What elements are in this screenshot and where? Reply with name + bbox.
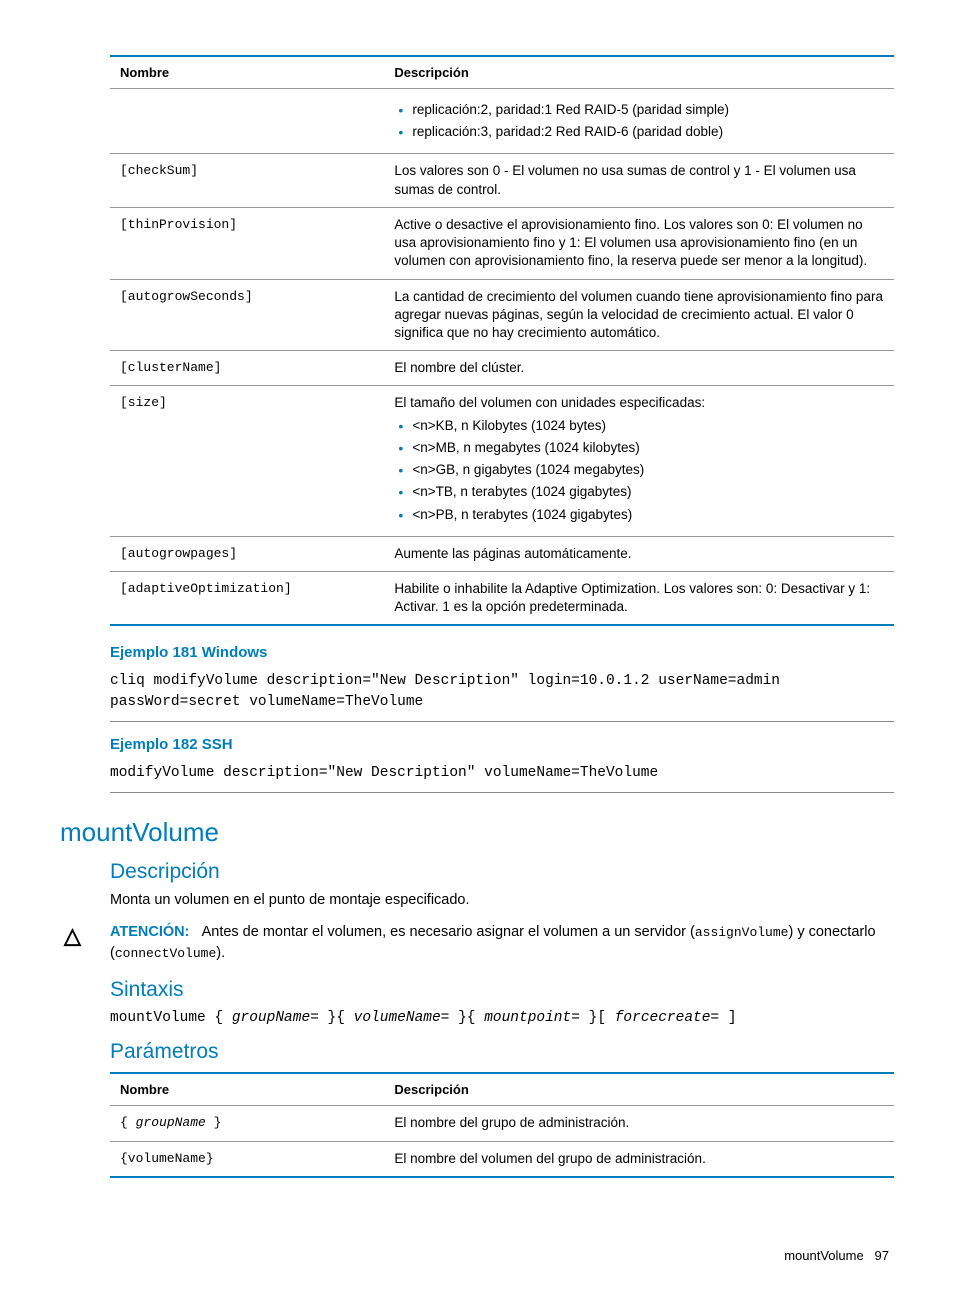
list-item: replicación:3, paridad:2 Red RAID-6 (par… bbox=[412, 123, 884, 141]
list-item: <n>MB, n megabytes (1024 kilobytes) bbox=[412, 439, 884, 457]
footer-page: 97 bbox=[875, 1248, 889, 1263]
parametros-heading: Parámetros bbox=[110, 1040, 894, 1064]
parameters-table-1: Nombre Descripción replicación:2, parida… bbox=[110, 55, 894, 626]
parameters-table-2: Nombre Descripción { groupName }El nombr… bbox=[110, 1072, 894, 1177]
table-row: [thinProvision]Active o desactive el apr… bbox=[110, 207, 894, 279]
param-desc: La cantidad de crecimiento del volumen c… bbox=[384, 279, 894, 351]
table-row: [autogrowSeconds]La cantidad de crecimie… bbox=[110, 279, 894, 351]
example-181-code: cliq modifyVolume description="New Descr… bbox=[110, 667, 894, 722]
param-desc: Active o desactive el aprovisionamiento … bbox=[384, 207, 894, 279]
list-item: <n>KB, n Kilobytes (1024 bytes) bbox=[412, 417, 884, 435]
param-desc: El nombre del clúster. bbox=[384, 351, 894, 386]
param-name: [clusterName] bbox=[110, 351, 384, 386]
table-row: { groupName }El nombre del grupo de admi… bbox=[110, 1106, 894, 1141]
table-row: {volumeName}El nombre del volumen del gr… bbox=[110, 1141, 894, 1177]
param-name: [autogrowSeconds] bbox=[110, 279, 384, 351]
table-row: replicación:2, paridad:1 Red RAID-5 (par… bbox=[110, 89, 894, 154]
table-row: [clusterName]El nombre del clúster. bbox=[110, 351, 894, 386]
param-name: [thinProvision] bbox=[110, 207, 384, 279]
param-desc: replicación:2, paridad:1 Red RAID-5 (par… bbox=[384, 89, 894, 154]
table2-header-name: Nombre bbox=[110, 1073, 384, 1106]
table-row: [autogrowpages]Aumente las páginas autom… bbox=[110, 536, 894, 571]
descripcion-text: Monta un volumen en el punto de montaje … bbox=[110, 892, 894, 908]
syntax-line: mountVolume { groupName= }{ volumeName= … bbox=[110, 1010, 894, 1026]
example-181-title: Ejemplo 181 Windows bbox=[110, 644, 894, 661]
param-desc: El nombre del grupo de administración. bbox=[384, 1106, 894, 1141]
param-desc: Habilite o inhabilite la Adaptive Optimi… bbox=[384, 571, 894, 625]
sintaxis-heading: Sintaxis bbox=[110, 978, 894, 1002]
param-name: [size] bbox=[110, 386, 384, 536]
param-name: { groupName } bbox=[110, 1106, 384, 1141]
param-name bbox=[110, 89, 384, 154]
caution-block: △ ATENCIÓN: Antes de montar el volumen, … bbox=[60, 922, 894, 964]
param-desc: El tamaño del volumen con unidades espec… bbox=[384, 386, 894, 536]
section-title: mountVolume bbox=[60, 817, 894, 848]
example-182-title: Ejemplo 182 SSH bbox=[110, 736, 894, 753]
caution-icon: △ bbox=[60, 922, 110, 949]
table-row: [adaptiveOptimization]Habilite o inhabil… bbox=[110, 571, 894, 625]
footer-label: mountVolume bbox=[784, 1248, 864, 1263]
list-item: <n>TB, n terabytes (1024 gigabytes) bbox=[412, 483, 884, 501]
param-name: {volumeName} bbox=[110, 1141, 384, 1177]
caution-label: ATENCIÓN: bbox=[110, 924, 189, 940]
table1-header-name: Nombre bbox=[110, 56, 384, 89]
param-name: [adaptiveOptimization] bbox=[110, 571, 384, 625]
table1-header-desc: Descripción bbox=[384, 56, 894, 89]
table2-header-desc: Descripción bbox=[384, 1073, 894, 1106]
descripcion-heading: Descripción bbox=[110, 860, 894, 884]
param-desc: Los valores son 0 - El volumen no usa su… bbox=[384, 154, 894, 207]
list-item: <n>GB, n gigabytes (1024 megabytes) bbox=[412, 461, 884, 479]
list-item: <n>PB, n terabytes (1024 gigabytes) bbox=[412, 506, 884, 524]
page-footer: mountVolume 97 bbox=[110, 1248, 894, 1263]
param-desc: El nombre del volumen del grupo de admin… bbox=[384, 1141, 894, 1177]
param-desc: Aumente las páginas automáticamente. bbox=[384, 536, 894, 571]
param-name: [autogrowpages] bbox=[110, 536, 384, 571]
list-item: replicación:2, paridad:1 Red RAID-5 (par… bbox=[412, 101, 884, 119]
param-name: [checkSum] bbox=[110, 154, 384, 207]
example-182-code: modifyVolume description="New Descriptio… bbox=[110, 759, 894, 793]
table-row: [size]El tamaño del volumen con unidades… bbox=[110, 386, 894, 536]
caution-text: ATENCIÓN: Antes de montar el volumen, es… bbox=[110, 922, 894, 964]
table-row: [checkSum]Los valores son 0 - El volumen… bbox=[110, 154, 894, 207]
